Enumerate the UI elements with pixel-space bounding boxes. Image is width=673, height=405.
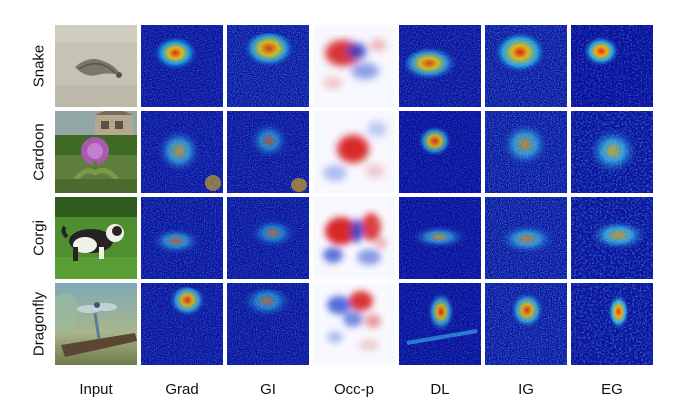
- saliency-map-eg-corgi: [571, 197, 653, 279]
- occlusion-map-corgi: [313, 197, 395, 279]
- column-label-gi: GI: [260, 381, 276, 398]
- occlusion-map-snake: [313, 25, 395, 107]
- column-label-eg: EG: [601, 381, 623, 398]
- column-label-occ-p: Occ-p: [333, 381, 374, 398]
- occlusion-map-dragonfly: [313, 283, 395, 365]
- row-label-text: Snake: [30, 44, 48, 88]
- saliency-map-dl-snake: [399, 25, 481, 107]
- saliency-map-grad-corgi: [141, 197, 223, 279]
- saliency-map-ig-snake: [485, 25, 567, 107]
- saliency-map-gi-dragonfly: [227, 283, 309, 365]
- row-label-text: Corgi: [30, 220, 48, 256]
- saliency-map-gi-cardoon: [227, 111, 309, 193]
- column-label-ig: IG: [518, 381, 534, 398]
- saliency-map-ig-corgi: [485, 197, 567, 279]
- saliency-map-ig-cardoon: [485, 111, 567, 193]
- column-label-dl: DL: [430, 381, 450, 398]
- row-label-text: Cardoon: [30, 123, 48, 181]
- column-label-grad: Grad: [165, 381, 199, 398]
- saliency-map-gi-corgi: [227, 197, 309, 279]
- input-image-cardoon: [55, 111, 137, 193]
- input-image-snake: [55, 25, 137, 107]
- saliency-map-eg-dragonfly: [571, 283, 653, 365]
- saliency-map-dl-dragonfly: [399, 283, 481, 365]
- input-image-dragonfly: [55, 283, 137, 365]
- input-image-corgi: [55, 197, 137, 279]
- column-label-input: Input: [79, 381, 113, 398]
- saliency-map-dl-cardoon: [399, 111, 481, 193]
- saliency-map-dl-corgi: [399, 197, 481, 279]
- saliency-map-gi-snake: [227, 25, 309, 107]
- saliency-map-eg-cardoon: [571, 111, 653, 193]
- row-label-text: Dragonfly: [30, 291, 48, 357]
- saliency-map-eg-snake: [571, 25, 653, 107]
- saliency-map-grad-snake: [141, 25, 223, 107]
- saliency-map-grad-dragonfly: [141, 283, 223, 365]
- occlusion-map-cardoon: [313, 111, 395, 193]
- saliency-map-ig-dragonfly: [485, 283, 567, 365]
- saliency-map-grad-cardoon: [141, 111, 223, 193]
